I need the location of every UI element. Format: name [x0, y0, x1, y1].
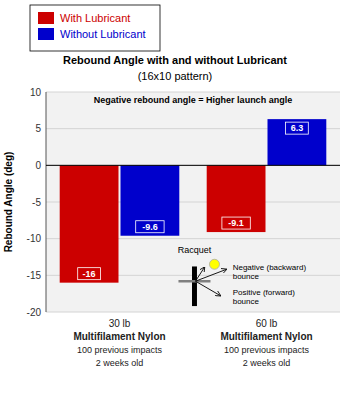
annotation: Negative (backward)bounce [233, 263, 307, 281]
bars [60, 119, 327, 283]
racquet-diagram [178, 259, 226, 306]
category-label-line: Multifilament Nylon [220, 331, 312, 342]
y-tick-label: 10 [30, 87, 42, 98]
annotation: Racquet [178, 245, 212, 255]
racquet-strings [178, 280, 210, 283]
y-tick-label: -20 [27, 307, 42, 318]
data-label-box [222, 217, 250, 229]
y-tick-label: 5 [35, 123, 41, 134]
category-label-line: 30 lb [109, 318, 131, 329]
data-label: 6.3 [291, 123, 304, 133]
data-label: -16 [83, 269, 96, 279]
y-axis-label: Rebound Angle (deg) [3, 152, 14, 253]
arrow [195, 269, 226, 281]
category-label-line: 60 lb [256, 318, 278, 329]
racquet-handle [192, 266, 197, 306]
category-label: 60 lb Multifilament Nylon 100 previous imp… [220, 318, 312, 368]
legend-swatch [38, 28, 54, 40]
y-tick-label: -15 [27, 270, 42, 281]
bar [207, 165, 266, 232]
category-label-line: Multifilament Nylon [73, 331, 165, 342]
data-labels: -16 -9.6 -9.1 6.3 [78, 122, 309, 280]
legend-swatch [38, 12, 54, 24]
text-line: Positive (forward) [233, 288, 296, 297]
data-label-box [136, 221, 164, 233]
ball [209, 259, 219, 269]
zero-line [46, 165, 340, 166]
bar [268, 119, 327, 165]
text-line: Negative (backward) [233, 263, 307, 272]
y-tick-label: -10 [27, 233, 42, 244]
title: Rebound Angle with and without Lubricant [63, 54, 287, 66]
y-tick-label: 0 [35, 160, 41, 171]
annotation: Negative rebound angle = Higher launch a… [94, 95, 292, 105]
chart: -20 -15 -10 -5 0 5 10 Rebound Angle (deg) -16 -9.… [0, 0, 350, 404]
bar [60, 165, 119, 282]
category-label: 30 lb Multifilament Nylon 100 previous imp… [73, 318, 165, 368]
y-axis-line [46, 92, 47, 312]
bar [121, 165, 180, 235]
text-line: bounce [233, 272, 260, 281]
text-line: bounce [233, 297, 260, 306]
grid-line [46, 92, 340, 93]
subtitle: (16x10 pattern) [138, 70, 213, 82]
data-label: -9.6 [142, 222, 158, 232]
annotation: Positive (forward)bounce [233, 288, 296, 306]
category-label-line: 2 weeks old [243, 358, 291, 368]
legend: With Lubricant Without Lubricant [30, 5, 160, 51]
category-label-line: 2 weeks old [96, 358, 144, 368]
arrow [195, 281, 220, 296]
legend-label: Without Lubricant [60, 28, 146, 40]
plot-background [46, 92, 340, 312]
category-label-line: 100 previous impacts [224, 345, 310, 355]
grid-line [46, 312, 340, 313]
y-tick-label: -5 [32, 197, 41, 208]
data-label-box [286, 122, 309, 134]
legend-label: With Lubricant [60, 12, 130, 24]
grid-line [46, 165, 340, 166]
data-label-box [78, 268, 101, 280]
legend-frame [30, 5, 160, 51]
data-label: -9.1 [228, 218, 244, 228]
category-label-line: 100 previous impacts [77, 345, 163, 355]
